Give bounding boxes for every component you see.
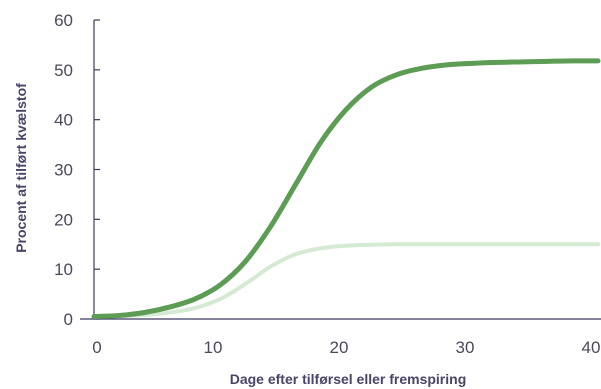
x-axis: 0 10 20 30 40 [80,318,601,357]
x-tick-label-10: 10 [204,338,223,357]
y-tick-label-20: 20 [54,210,73,229]
y-tick-label-40: 40 [54,111,73,130]
x-tick-label-30: 30 [456,338,475,357]
y-tick-label-30: 30 [54,161,73,180]
y-axis-label: Procent af tilført kvælstof [13,83,29,253]
x-tick-label-40: 40 [582,338,601,357]
x-tick-label-0: 0 [92,338,101,357]
y-tick-label-50: 50 [54,61,73,80]
x-tick-label-20: 20 [330,338,349,357]
y-axis: 0 10 20 30 40 50 60 [54,11,100,329]
x-axis-label: Dage efter tilførsel eller fremspiring [230,371,467,387]
y-tick-label-0: 0 [64,310,73,329]
y-tick-label-10: 10 [54,260,73,279]
y-tick-label-60: 60 [54,11,73,30]
series-line-2 [92,242,600,319]
series-line-1 [91,58,601,320]
series-layer [91,58,601,320]
